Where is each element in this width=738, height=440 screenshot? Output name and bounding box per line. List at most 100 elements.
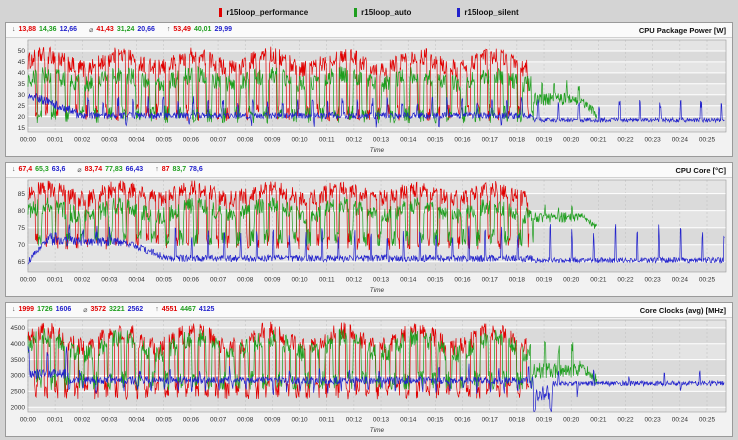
x-tick-label: 00:12 [346,416,363,423]
x-tick-label: 00:16 [454,416,471,423]
stat-group-min: ↓ 13,88 14,36 12,66 [12,26,77,34]
stat-value: 63,6 [51,166,66,173]
stat-group-min: ↓ 67,4 65,3 63,6 [12,166,65,174]
x-axis-label: Time [370,287,385,294]
y-tick-label: 3500 [11,357,26,364]
stat-value: 65,3 [35,166,49,173]
y-tick-label: 15 [18,125,26,132]
x-tick-label: 00:13 [373,276,390,283]
series-line-r15loop_performance [27,180,530,251]
x-tick-label: 00:14 [400,136,417,143]
legend-marker [219,7,223,17]
x-tick-label: 00:17 [482,136,499,143]
chart-panel-0: ↓ 13,88 14,36 12,66 ⌀ 41,43 31,24 20,66 ↑ 53,49 40… [5,22,733,157]
chart-title: CPU Package Power [W] [638,25,726,35]
stat-value: 1726 [37,306,53,313]
avg-icon: ⌀ [89,27,94,34]
x-tick-label: 00:18 [509,276,526,283]
stat-value: 31,24 [116,26,135,33]
stat-value: 40,01 [193,26,212,33]
x-tick-label: 00:00 [20,136,37,143]
chart-plot[interactable]: 2000 2500 3000 3500 4000 4500 00:00 00:01 00:02 0… [6,318,732,436]
y-tick-label: 2500 [11,389,26,396]
x-tick-label: 00:19 [536,136,553,143]
x-tick-label: 00:09 [264,136,281,143]
x-axis-label: Time [370,427,385,434]
stat-value: 13,88 [18,26,37,33]
x-tick-label: 00:08 [237,276,254,283]
max-icon: ↑ [166,26,171,33]
x-tick-label: 00:13 [373,416,390,423]
chart-title: Core Clocks (avg) [MHz] [639,305,726,315]
y-tick-label: 80 [18,208,26,215]
x-tick-label: 00:25 [699,276,716,283]
x-tick-label: 00:15 [427,136,444,143]
legend: r15loop_performance r15loop_auto r15loop_s… [5,4,733,20]
x-tick-label: 00:05 [156,276,173,283]
x-tick-label: 00:20 [563,276,580,283]
stat-value: 3221 [109,306,125,313]
y-tick-label: 30 [18,92,26,99]
stat-value: 3572 [90,306,107,313]
x-tick-label: 00:20 [563,136,580,143]
x-tick-label: 00:01 [47,136,64,143]
stat-group-max: ↑ 87 83,7 78,6 [155,166,203,174]
x-tick-label: 00:19 [536,416,553,423]
legend-label: r15loop_performance [226,7,309,17]
x-tick-label: 00:23 [645,416,662,423]
series-line-r15loop_silent [27,92,725,128]
stat-value: 87 [161,166,170,173]
stat-value: 53,49 [173,26,191,33]
stat-value: 67,4 [18,166,33,173]
x-tick-label: 00:17 [482,416,499,423]
series-line-r15loop_silent [27,346,725,412]
y-tick-label: 45 [18,59,26,66]
x-tick-label: 00:24 [672,136,689,143]
x-tick-label: 00:25 [699,136,716,143]
x-tick-label: 00:11 [319,136,335,143]
x-tick-label: 00:10 [291,136,308,143]
legend-item-r15loop_auto[interactable]: r15loop_auto [354,7,411,17]
legend-label: r15loop_silent [464,7,519,17]
x-tick-label: 00:08 [237,136,254,143]
x-tick-label: 00:00 [20,276,37,283]
y-tick-label: 4000 [11,341,26,348]
y-tick-label: 75 [18,225,26,232]
chart-plot[interactable]: 15 20 25 30 35 40 45 50 00:00 00:01 00:02 00:03 00:0… [6,38,732,156]
x-tick-label: 00:22 [617,136,634,143]
x-tick-label: 00:21 [590,276,607,283]
series-line-r15loop_performance [27,46,530,122]
x-tick-label: 00:20 [563,416,580,423]
series-line-r15loop_silent [27,224,725,265]
x-tick-label: 00:15 [427,276,444,283]
stat-value: 20,66 [137,26,155,33]
legend-item-r15loop_performance[interactable]: r15loop_performance [219,7,309,17]
x-tick-label: 00:25 [699,416,716,423]
x-tick-label: 00:22 [617,416,634,423]
x-tick-label: 00:09 [264,276,281,283]
chart-panel-2: ↓ 1999 1726 1606 ⌀ 3572 3221 2562 ↑ 4551 4467 4125 C… [5,302,733,437]
x-tick-label: 00:16 [454,136,471,143]
x-tick-label: 00:04 [128,276,145,283]
legend-marker [354,7,358,17]
legend-marker [457,7,461,17]
x-tick-label: 00:03 [101,276,118,283]
legend-item-r15loop_silent[interactable]: r15loop_silent [457,7,519,17]
chart-plot[interactable]: 65 70 75 80 85 00:00 00:01 00:02 00:03 00:04 00:05… [6,178,732,296]
x-tick-label: 00:07 [210,416,227,423]
stat-value: 2562 [127,306,144,313]
x-tick-label: 00:06 [183,416,200,423]
x-tick-label: 00:03 [101,416,118,423]
x-tick-label: 00:12 [346,136,363,143]
stat-group-max: ↑ 53,49 40,01 29,99 [167,26,232,34]
x-tick-label: 00:05 [156,416,173,423]
stat-value: 12,66 [59,26,78,33]
x-tick-label: 00:21 [590,416,607,423]
series-line-r15loop_auto [27,197,598,248]
x-tick-label: 00:23 [645,276,662,283]
x-tick-label: 00:21 [590,136,607,143]
stat-value: 66,43 [125,166,144,173]
x-tick-label: 00:08 [237,416,254,423]
x-tick-label: 00:02 [74,276,91,283]
stat-group-min: ↓ 1999 1726 1606 [12,306,71,314]
